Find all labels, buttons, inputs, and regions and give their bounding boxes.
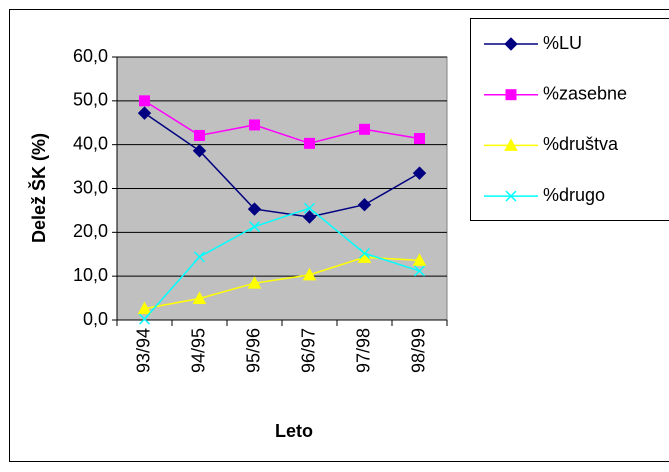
data-point (193, 251, 206, 263)
legend-label: %drugo (543, 185, 605, 205)
data-point (359, 123, 370, 135)
data-point (247, 202, 262, 216)
data-point (303, 202, 316, 214)
legend-label: %zasebne (543, 83, 627, 103)
data-point (302, 267, 317, 281)
y-tick-label: 30,0 (73, 177, 108, 197)
legend-marker (504, 37, 518, 51)
legend-marker (505, 89, 517, 101)
data-point (357, 198, 372, 212)
x-tick-label: 94/95 (188, 328, 208, 373)
data-point (139, 95, 150, 107)
data-point (247, 276, 262, 289)
y-axis-label: Delež ŠK (%) (28, 133, 49, 243)
y-tick-label: 0,0 (83, 309, 108, 329)
x-tick-label: 98/99 (408, 328, 428, 373)
series-line (144, 100, 420, 145)
series-line (144, 112, 420, 218)
legend-box (470, 18, 669, 221)
y-tick-label: 10,0 (73, 265, 108, 285)
y-tick-label: 50,0 (73, 90, 108, 110)
data-point (358, 247, 371, 259)
legend-label: %društva (543, 134, 619, 154)
data-point (192, 144, 207, 158)
y-tick-label: 60,0 (73, 46, 108, 66)
x-axis-label: Leto (275, 421, 313, 441)
data-point (413, 265, 426, 277)
y-tick-label: 40,0 (73, 133, 108, 153)
data-point (192, 291, 207, 305)
series-line (143, 207, 420, 320)
y-tick-label: 20,0 (73, 221, 108, 241)
legend-marker (505, 190, 517, 202)
data-point (137, 301, 152, 315)
data-point (304, 137, 315, 149)
series-line (144, 256, 420, 310)
data-point (412, 166, 427, 180)
x-tick-label: 95/96 (243, 328, 263, 373)
legend-marker (504, 138, 518, 151)
data-point (414, 133, 425, 145)
legend-label: %LU (543, 33, 582, 53)
x-tick-label: 93/94 (133, 328, 153, 373)
data-point (194, 129, 205, 141)
data-point (249, 119, 260, 131)
data-point (302, 210, 317, 224)
data-point (412, 253, 427, 266)
data-point (138, 313, 151, 325)
data-point (137, 106, 152, 120)
x-tick-label: 96/97 (298, 328, 318, 373)
x-tick-label: 97/98 (353, 328, 373, 373)
data-point (248, 221, 261, 233)
